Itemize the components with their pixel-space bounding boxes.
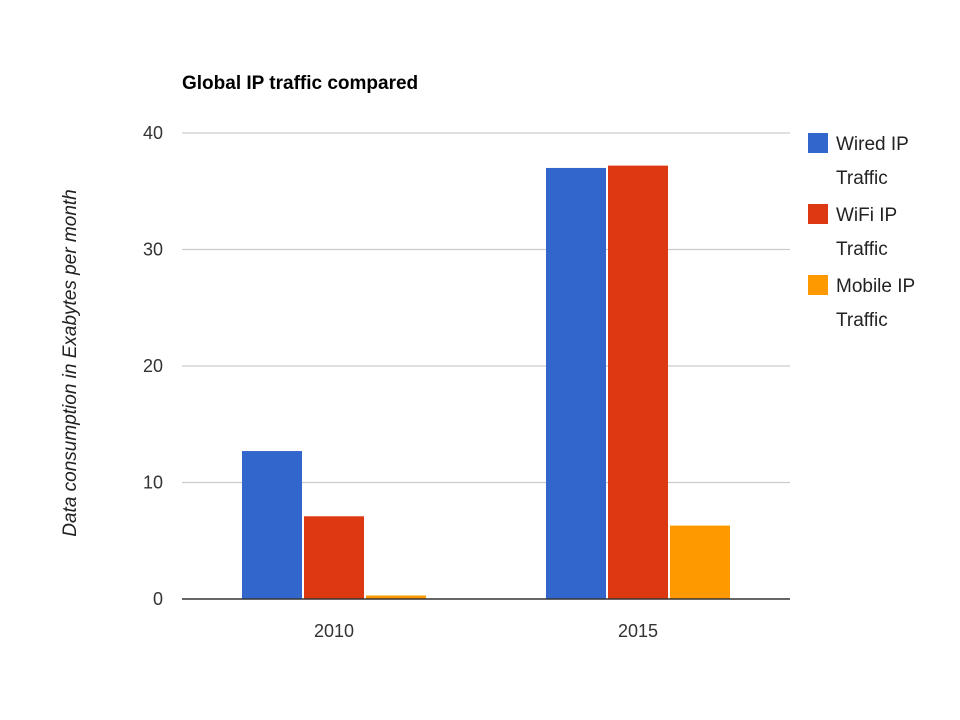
x-tick-label: 2015 — [618, 621, 658, 641]
gridlines — [182, 132, 790, 484]
bar-wifi-ip-traffic-2015 — [608, 165, 668, 599]
legend: Wired IP Traffic WiFi IP Traffic Mobile IP Tr… — [808, 133, 915, 331]
legend-label: WiFi IP Traffic — [836, 205, 897, 260]
x-axis-ticks: 2010 2015 — [314, 621, 658, 641]
y-tick-label: 30 — [143, 240, 163, 260]
y-tick-label: 10 — [143, 473, 163, 493]
bar-mobile-ip-traffic-2015 — [670, 525, 730, 599]
legend-swatch — [808, 133, 828, 153]
chart-title: Global IP traffic compared — [182, 73, 418, 94]
legend-label: Wired IP Traffic — [836, 134, 909, 189]
legend-label: Mobile IP Traffic — [836, 276, 915, 331]
bar-wired-ip-traffic-2015 — [546, 167, 606, 599]
y-tick-label: 40 — [143, 123, 163, 143]
bar-mobile-ip-traffic-2010 — [366, 595, 426, 599]
legend-swatch — [808, 275, 828, 295]
x-tick-label: 2010 — [314, 621, 354, 641]
bar-wired-ip-traffic-2010 — [242, 451, 302, 599]
y-tick-label: 0 — [153, 589, 163, 609]
y-axis-ticks: 0 10 20 30 40 — [143, 123, 163, 609]
bar-wifi-ip-traffic-2010 — [304, 516, 364, 599]
bars — [242, 165, 730, 599]
legend-swatch — [808, 204, 828, 224]
y-axis-label: Data consumption in Exabytes per month — [60, 189, 81, 536]
y-tick-label: 20 — [143, 356, 163, 376]
